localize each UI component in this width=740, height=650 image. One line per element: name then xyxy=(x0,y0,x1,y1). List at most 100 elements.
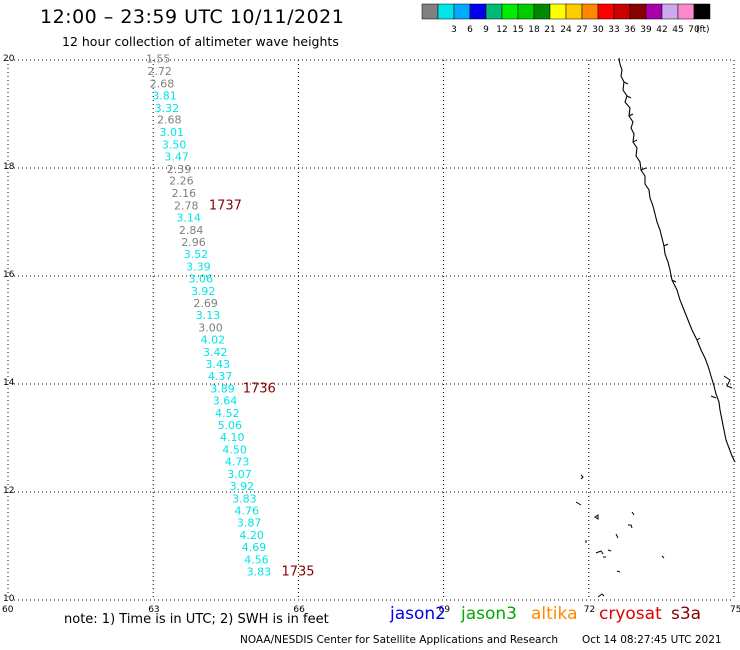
wave-height-value: 3.42 xyxy=(203,346,228,359)
legend-swatch xyxy=(565,3,583,20)
wave-height-value: 5.06 xyxy=(218,419,243,432)
legend-tick-label: 70 xyxy=(688,25,700,35)
lon-tick-60: 60 xyxy=(2,605,14,615)
wave-height-value: 2.78 xyxy=(174,200,199,213)
legend-tick-label: 30 xyxy=(592,25,604,35)
island xyxy=(616,570,621,573)
legend-tick-label: 15 xyxy=(512,25,523,35)
legend-swatch xyxy=(661,3,679,20)
legend-tick-label: 3 xyxy=(451,25,457,35)
wave-height-value: 2.69 xyxy=(193,297,218,310)
lat-tick-18: 18 xyxy=(3,162,15,172)
island xyxy=(628,524,633,529)
pass-time-label: 1736 xyxy=(243,382,276,397)
pass-time-label: 1737 xyxy=(209,199,242,214)
legend-unit: (ft) xyxy=(696,25,710,35)
credit-text: NOAA/NESDIS Center for Satellite Applica… xyxy=(240,634,558,646)
lat-tick-20: 20 xyxy=(3,54,15,64)
wave-height-value: 2.96 xyxy=(181,236,206,249)
wave-height-value: 4.02 xyxy=(201,334,226,347)
wave-height-value: 2.39 xyxy=(167,163,192,176)
legend-tick-label: 18 xyxy=(528,25,540,35)
wave-height-value: 3.01 xyxy=(159,126,184,139)
legend-cryosat: cryosat xyxy=(599,604,662,624)
legend-tick-label: 12 xyxy=(496,25,507,35)
wave-height-value: 2.84 xyxy=(179,224,204,237)
legend-swatch xyxy=(517,3,535,20)
legend-tick-label: 36 xyxy=(624,25,636,35)
legend-swatch xyxy=(693,3,711,20)
wave-height-value: 2.68 xyxy=(150,78,175,91)
legend-swatch xyxy=(629,3,647,20)
altimeter-track: 1.552.722.683.813.322.683.013.503.472.39… xyxy=(146,53,271,579)
legend-tick-label: 21 xyxy=(544,25,555,35)
legend-swatch xyxy=(437,3,455,20)
wave-height-value: 4.56 xyxy=(244,553,269,566)
lat-tick-10: 10 xyxy=(3,594,15,604)
wave-height-value: 4.52 xyxy=(215,407,240,420)
wave-height-value: 4.76 xyxy=(235,505,260,518)
legend-swatch xyxy=(501,3,519,20)
lon-tick-63: 63 xyxy=(148,605,159,615)
legend-swatch xyxy=(613,3,631,20)
wave-height-value: 3.13 xyxy=(196,309,221,322)
map-gridlines xyxy=(7,59,735,601)
timestamp-text: Oct 14 08:27:45 UTC 2021 xyxy=(582,634,722,646)
india-coastline xyxy=(618,57,736,463)
legend-swatch xyxy=(469,3,487,20)
legend-tick-label: 33 xyxy=(608,25,619,35)
lon-tick-75: 75 xyxy=(730,605,740,615)
island xyxy=(607,549,612,552)
legend-tick-label: 6 xyxy=(467,25,473,35)
island xyxy=(594,514,599,520)
wave-height-value: 3.06 xyxy=(189,272,214,285)
legend-swatch xyxy=(677,3,695,20)
wave-height-value: 3.39 xyxy=(186,261,211,274)
island xyxy=(597,593,605,598)
wave-height-value: 4.50 xyxy=(222,444,247,457)
legend-tick-label: 42 xyxy=(656,25,667,35)
color-scale-legend: 3 6 9 12 15 18 21 24 27 30 33 36 39 42 45 70(ft) xyxy=(421,3,711,35)
island xyxy=(580,474,584,480)
wave-height-value: 2.26 xyxy=(169,175,194,188)
wave-height-value: 2.68 xyxy=(157,114,182,127)
legend-tick-label: 45 xyxy=(672,25,683,35)
lakshadweep-islands xyxy=(575,474,665,598)
island xyxy=(661,555,665,559)
lat-tick-16: 16 xyxy=(3,270,15,280)
legend-swatch xyxy=(645,3,663,20)
legend-swatch xyxy=(421,3,439,20)
wave-height-value: 3.50 xyxy=(162,139,187,152)
wave-height-value: 3.87 xyxy=(237,517,262,530)
wave-height-value: 3.43 xyxy=(205,358,230,371)
legend-tick-label: 9 xyxy=(483,25,489,35)
legend-s3a: s3a xyxy=(671,604,702,624)
wave-height-value: 3.14 xyxy=(176,211,201,224)
wave-height-value: 3.07 xyxy=(227,468,252,481)
wave-height-value: 1.55 xyxy=(146,53,171,66)
lon-tick-66: 66 xyxy=(293,605,305,615)
legend-swatch xyxy=(581,3,599,20)
island xyxy=(615,533,619,539)
island xyxy=(575,501,582,506)
lat-tick-14: 14 xyxy=(3,378,15,388)
wave-height-value: 3.64 xyxy=(213,395,238,408)
wave-height-value: 3.92 xyxy=(191,285,216,298)
wave-height-value: 3.81 xyxy=(152,89,177,102)
pass-time-label: 1735 xyxy=(281,565,314,580)
wave-height-value: 3.83 xyxy=(232,492,256,505)
legend-swatch xyxy=(597,3,615,20)
legend-tick-label: 27 xyxy=(576,25,587,35)
legend-swatch xyxy=(485,3,503,20)
wave-height-value: 4.37 xyxy=(208,370,233,383)
wave-height-value: 4.20 xyxy=(239,529,263,542)
wave-height-value: 3.00 xyxy=(198,322,223,335)
island xyxy=(631,511,635,516)
lon-tick-72: 72 xyxy=(584,605,595,615)
coastline-inlets xyxy=(623,81,733,399)
map-title: 12:00 – 23:59 UTC 10/11/2021 xyxy=(40,6,345,28)
wave-height-value: 3.32 xyxy=(155,102,180,115)
legend-altika: altika xyxy=(531,604,578,624)
legend-swatch xyxy=(453,3,471,20)
